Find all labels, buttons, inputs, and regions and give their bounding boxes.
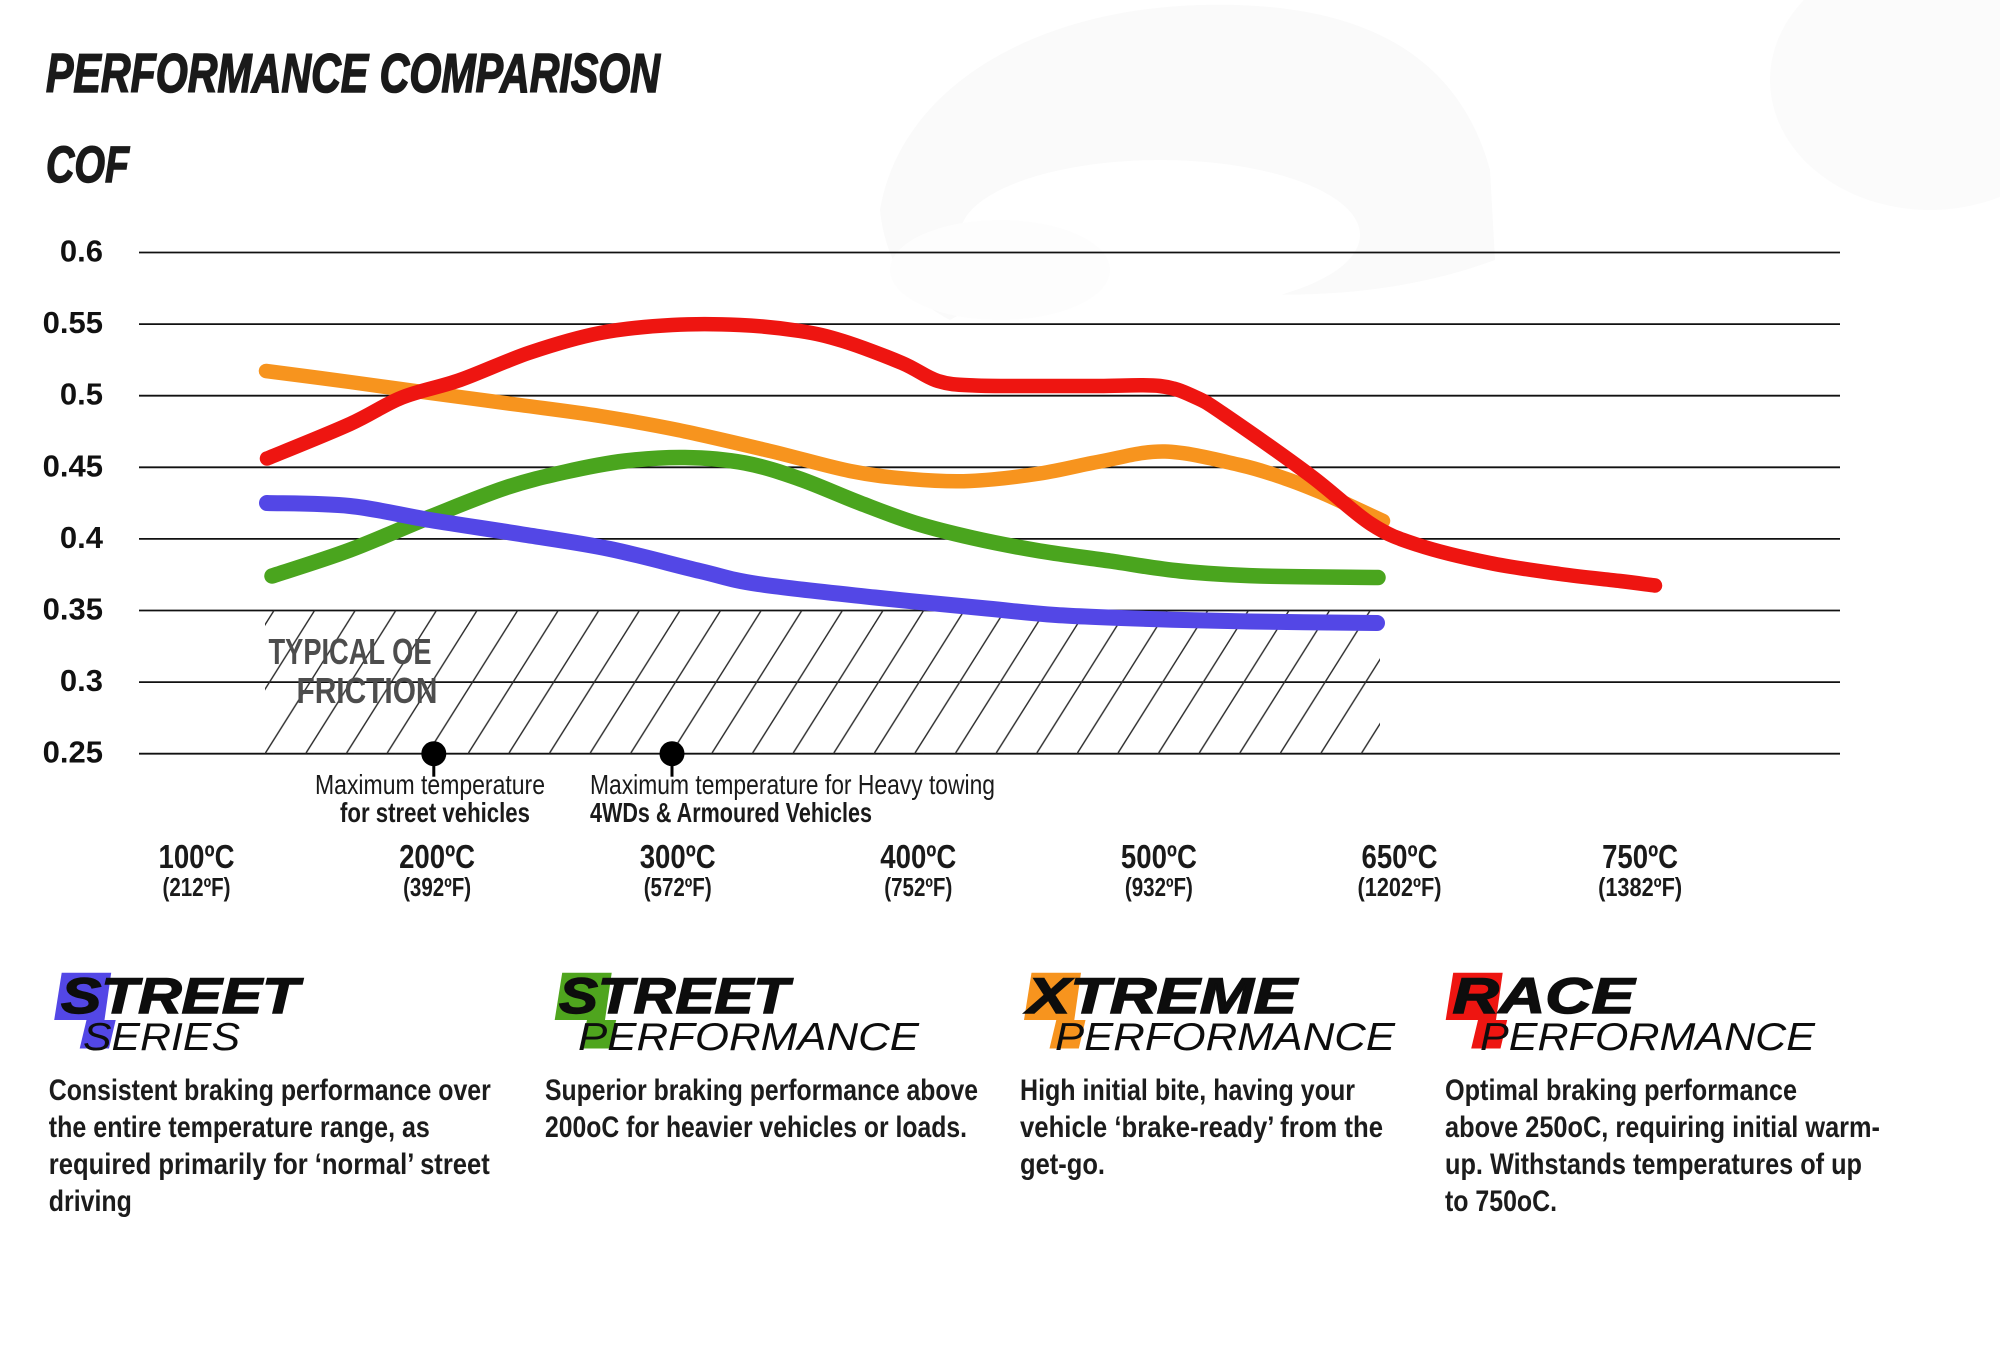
svg-text:(392ºF): (392ºF) bbox=[403, 872, 471, 902]
svg-text:vehicle ‘brake-ready’ from the: vehicle ‘brake-ready’ from the bbox=[1020, 1111, 1383, 1144]
svg-text:PERFORMANCE: PERFORMANCE bbox=[1480, 1016, 1816, 1059]
svg-text:above 250oC, requiring initial: above 250oC, requiring initial warm- bbox=[1445, 1111, 1880, 1144]
svg-text:(752ºF): (752ºF) bbox=[884, 872, 952, 902]
svg-text:0.4: 0.4 bbox=[60, 520, 104, 555]
svg-text:PERFORMANCE: PERFORMANCE bbox=[1055, 1016, 1396, 1059]
svg-text:300ºC: 300ºC bbox=[640, 838, 716, 875]
svg-text:0.3: 0.3 bbox=[60, 663, 103, 698]
svg-text:get-go.: get-go. bbox=[1020, 1148, 1105, 1181]
svg-text:750ºC: 750ºC bbox=[1602, 838, 1678, 875]
svg-text:(932ºF): (932ºF) bbox=[1125, 872, 1193, 902]
svg-text:(1382ºF): (1382ºF) bbox=[1598, 872, 1682, 902]
svg-text:0.55: 0.55 bbox=[43, 305, 103, 340]
svg-text:200ºC: 200ºC bbox=[399, 838, 475, 875]
svg-text:(212ºF): (212ºF) bbox=[163, 872, 231, 902]
svg-text:to 750oC.: to 750oC. bbox=[1445, 1185, 1557, 1218]
svg-text:Maximum temperature for Heavy: Maximum temperature for Heavy towing bbox=[590, 769, 995, 800]
svg-text:PERFORMANCE: PERFORMANCE bbox=[578, 1016, 920, 1059]
svg-text:100ºC: 100ºC bbox=[159, 838, 235, 875]
svg-text:(572ºF): (572ºF) bbox=[644, 872, 712, 902]
svg-text:Consistent braking performance: Consistent braking performance over bbox=[49, 1074, 491, 1107]
svg-text:PERFORMANCE COMPARISON: PERFORMANCE COMPARISON bbox=[46, 42, 661, 104]
svg-text:TYPICAL OE: TYPICAL OE bbox=[269, 631, 432, 672]
svg-text:500ºC: 500ºC bbox=[1121, 838, 1197, 875]
svg-text:up. Withstands temperatures of: up. Withstands temperatures of up bbox=[1445, 1148, 1862, 1181]
svg-text:COF: COF bbox=[46, 136, 130, 193]
svg-text:driving: driving bbox=[49, 1185, 132, 1218]
svg-text:the entire temperature range,: the entire temperature range, as bbox=[49, 1111, 430, 1144]
svg-text:required primarily for ‘normal: required primarily for ‘normal’ street bbox=[49, 1148, 490, 1181]
svg-text:4WDs & Armoured Vehicles: 4WDs & Armoured Vehicles bbox=[590, 797, 872, 828]
svg-text:High initial bite, having your: High initial bite, having your bbox=[1020, 1074, 1355, 1107]
svg-text:XTREME: XTREME bbox=[1023, 968, 1299, 1024]
svg-text:FRICTION: FRICTION bbox=[297, 670, 438, 711]
svg-text:SERIES: SERIES bbox=[83, 1016, 240, 1059]
svg-text:Optimal braking performance: Optimal braking performance bbox=[1445, 1074, 1797, 1107]
svg-text:0.5: 0.5 bbox=[60, 377, 103, 412]
svg-text:650ºC: 650ºC bbox=[1362, 838, 1438, 875]
svg-text:200oC for heavier vehicles or: 200oC for heavier vehicles or loads. bbox=[545, 1111, 967, 1144]
svg-text:STREET: STREET bbox=[61, 968, 304, 1024]
svg-text:0.35: 0.35 bbox=[43, 592, 103, 627]
svg-text:for street vehicles: for street vehicles bbox=[340, 797, 530, 828]
svg-text:Maximum temperature: Maximum temperature bbox=[315, 769, 545, 800]
svg-text:Superior braking performance a: Superior braking performance above bbox=[545, 1074, 978, 1107]
svg-text:(1202ºF): (1202ºF) bbox=[1358, 872, 1442, 902]
svg-text:400ºC: 400ºC bbox=[880, 838, 956, 875]
svg-text:0.6: 0.6 bbox=[60, 234, 103, 269]
svg-text:STREET: STREET bbox=[559, 968, 794, 1024]
svg-text:0.45: 0.45 bbox=[43, 448, 103, 483]
svg-text:0.25: 0.25 bbox=[43, 735, 103, 770]
svg-text:RACE: RACE bbox=[1453, 968, 1637, 1024]
